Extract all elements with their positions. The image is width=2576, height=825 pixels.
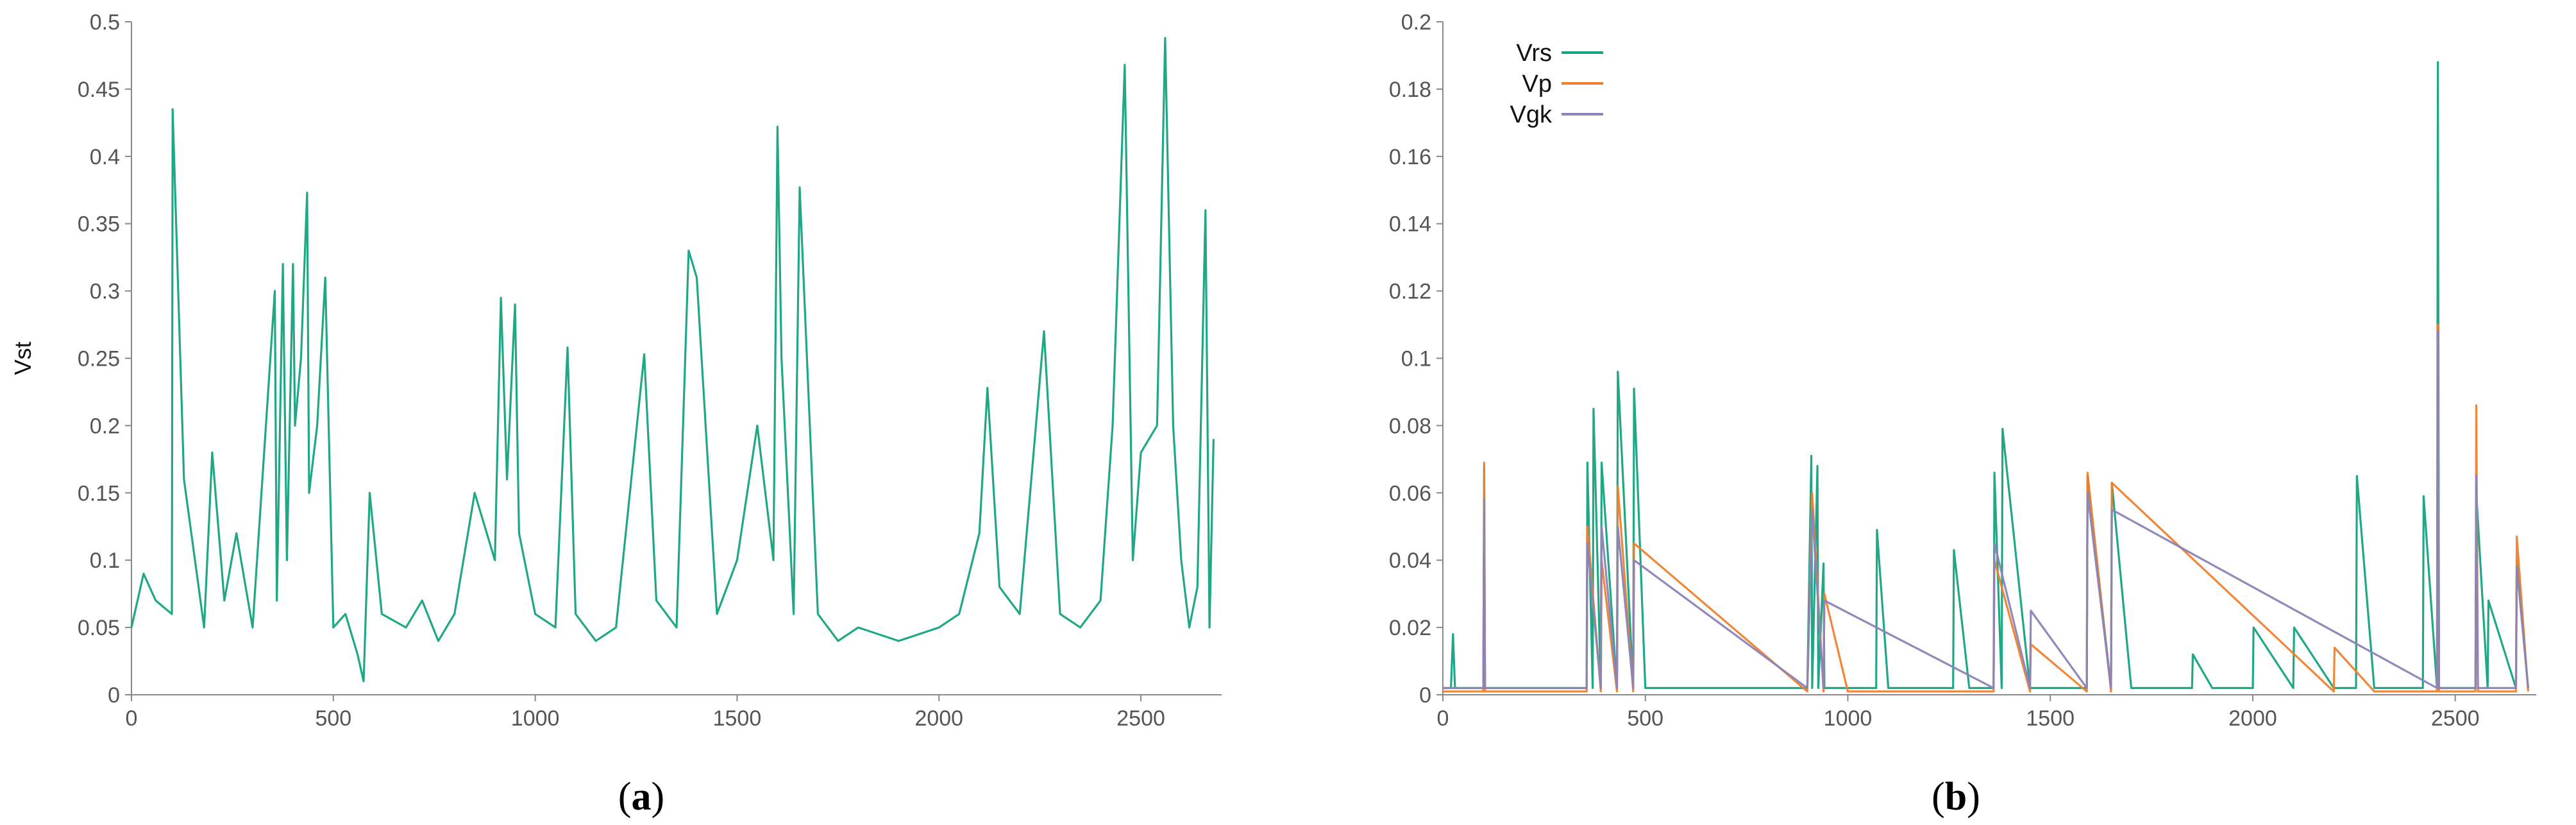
x-tick-label: 2500	[1116, 706, 1165, 731]
y-tick-label: 0.02	[1389, 616, 1431, 640]
series-line-vgk	[1443, 330, 2529, 690]
y-tick-label: 0.08	[1389, 414, 1431, 438]
x-tick-label: 2000	[2228, 706, 2277, 731]
y-tick-label: 0.2	[90, 414, 120, 438]
legend-label-vp: Vp	[1522, 71, 1552, 98]
x-tick-label: 1500	[2026, 706, 2075, 731]
y-tick-label: 0.5	[90, 10, 120, 35]
y-tick-label: 0.18	[1389, 78, 1431, 102]
y-tick-label: 0.2	[1401, 10, 1431, 35]
y-tick-label: 0	[1419, 683, 1431, 708]
chart-panel-b: 0 0.02 0.04 0.06 0.08 0.1 0.12 0.14 0.16 0.18 0.2 0…	[1389, 10, 2536, 731]
x-tick-label: 2000	[914, 706, 963, 731]
y-tick-label: 0.35	[78, 212, 120, 237]
y-tick-label: 0.12	[1389, 280, 1431, 304]
panel-label-a: (a)	[618, 775, 664, 819]
x-tick-label: 2500	[2431, 706, 2480, 731]
x-tick-label: 0	[126, 706, 138, 731]
x-tick-label: 500	[315, 706, 351, 731]
x-tick-label: 1000	[1824, 706, 1873, 731]
x-tick-label: 1000	[511, 706, 560, 731]
legend-label-vrs: Vrs	[1516, 40, 1552, 67]
y-tick-label: 0.4	[90, 145, 120, 169]
y-tick-label: 0.25	[78, 347, 120, 371]
y-tick-label: 0.04	[1389, 549, 1431, 573]
y-tick-label: 0.1	[90, 549, 120, 573]
y-tick-label: 0.16	[1389, 145, 1431, 169]
y-tick-label: 0.1	[1401, 347, 1431, 371]
y-tick-label: 0.3	[90, 280, 120, 304]
chart-panel-a: 0 0.05 0.1 0.15 0.2 0.25 0.3 0.35 0.4 0.45 0.5 0 500…	[10, 10, 1222, 731]
y-tick-label: 0.15	[78, 481, 120, 506]
panel-label-b: (b)	[1932, 775, 1980, 819]
x-tick-label: 0	[1437, 706, 1449, 731]
y-tick-label: 0	[108, 683, 120, 708]
y-tick-label: 0.14	[1389, 212, 1431, 237]
y-axis-label: Vst	[10, 341, 36, 375]
x-tick-label: 1500	[713, 706, 762, 731]
x-tick-label: 500	[1627, 706, 1663, 731]
y-tick-label: 0.06	[1389, 481, 1431, 506]
y-tick-label: 0.45	[78, 78, 120, 102]
legend-label-vgk: Vgk	[1510, 101, 1553, 128]
y-tick-label: 0.05	[78, 616, 120, 640]
series-line-vst	[130, 37, 1215, 683]
